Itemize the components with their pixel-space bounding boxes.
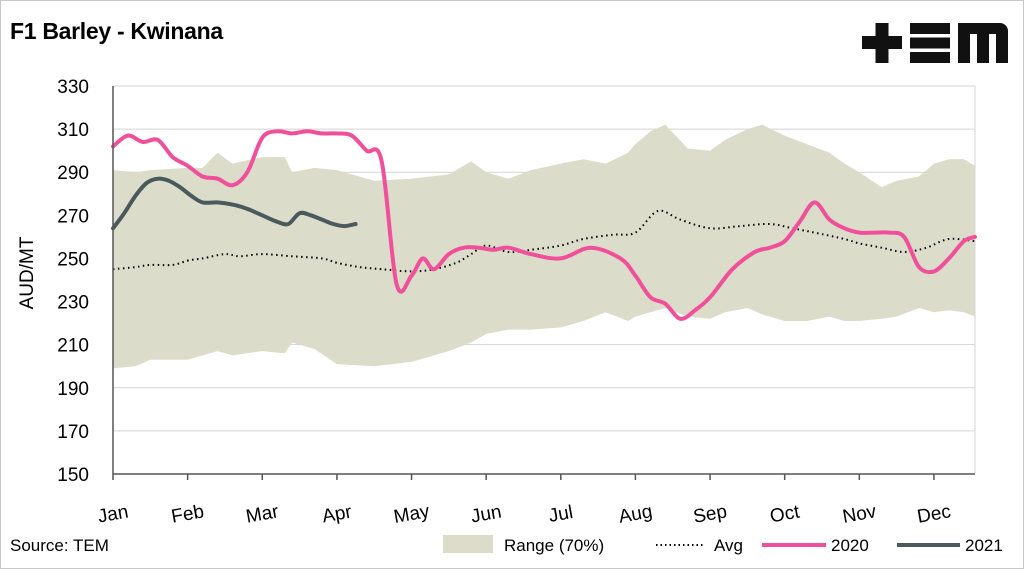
x-tick-sep: Sep: [692, 501, 729, 528]
legend-label-2021: 2021: [965, 536, 1003, 555]
y-tick-labels: 150 170 190 210 230 250 270 290 310 330: [57, 77, 89, 486]
x-tick-apr: Apr: [321, 501, 354, 527]
x-tick-mar: Mar: [244, 501, 281, 527]
source-note: Source: TEM: [10, 536, 109, 555]
series-lines-layer: [111, 129, 977, 321]
legend-label-range: Range (70%): [504, 536, 604, 555]
y-tick-310: 310: [57, 120, 89, 141]
legend-swatch-range: [443, 535, 493, 553]
tem-logo-icon: [862, 23, 1008, 63]
y-tick-330: 330: [57, 77, 89, 98]
y-tick-250: 250: [57, 249, 89, 270]
range-band: [113, 124, 975, 369]
legend: Range (70%) Avg 2020 2021: [443, 535, 1003, 555]
legend-label-avg: Avg: [714, 536, 743, 555]
x-tick-jun: Jun: [469, 501, 503, 527]
chart-title: F1 Barley - Kwinana: [10, 18, 223, 44]
y-tick-230: 230: [57, 293, 89, 314]
series-line-2020: [111, 129, 977, 321]
series-line-avg: [112, 209, 976, 273]
y-tick-210: 210: [57, 336, 89, 357]
series-line-2021: [111, 176, 358, 231]
x-tick-labels: Jan Feb Mar Apr May Jun Jul Aug Sep Oct Nov Dec: [96, 501, 952, 528]
x-tick-jan: Jan: [96, 501, 130, 527]
x-tick-may: May: [392, 501, 431, 528]
y-tick-270: 270: [57, 206, 89, 227]
y-tick-170: 170: [57, 422, 89, 443]
axes-layer: [112, 86, 975, 480]
y-tick-150: 150: [57, 465, 89, 486]
y-tick-190: 190: [57, 379, 89, 400]
legend-label-2020: 2020: [831, 536, 869, 555]
x-tick-oct: Oct: [768, 501, 801, 527]
x-tick-nov: Nov: [841, 501, 878, 528]
x-tick-feb: Feb: [170, 501, 206, 527]
x-tick-dec: Dec: [916, 501, 953, 528]
x-tick-jul: Jul: [547, 502, 575, 527]
range-band-layer: [113, 124, 975, 369]
y-tick-290: 290: [57, 163, 89, 184]
y-axis-label: AUD/MT: [17, 236, 38, 309]
x-tick-aug: Aug: [617, 501, 654, 528]
